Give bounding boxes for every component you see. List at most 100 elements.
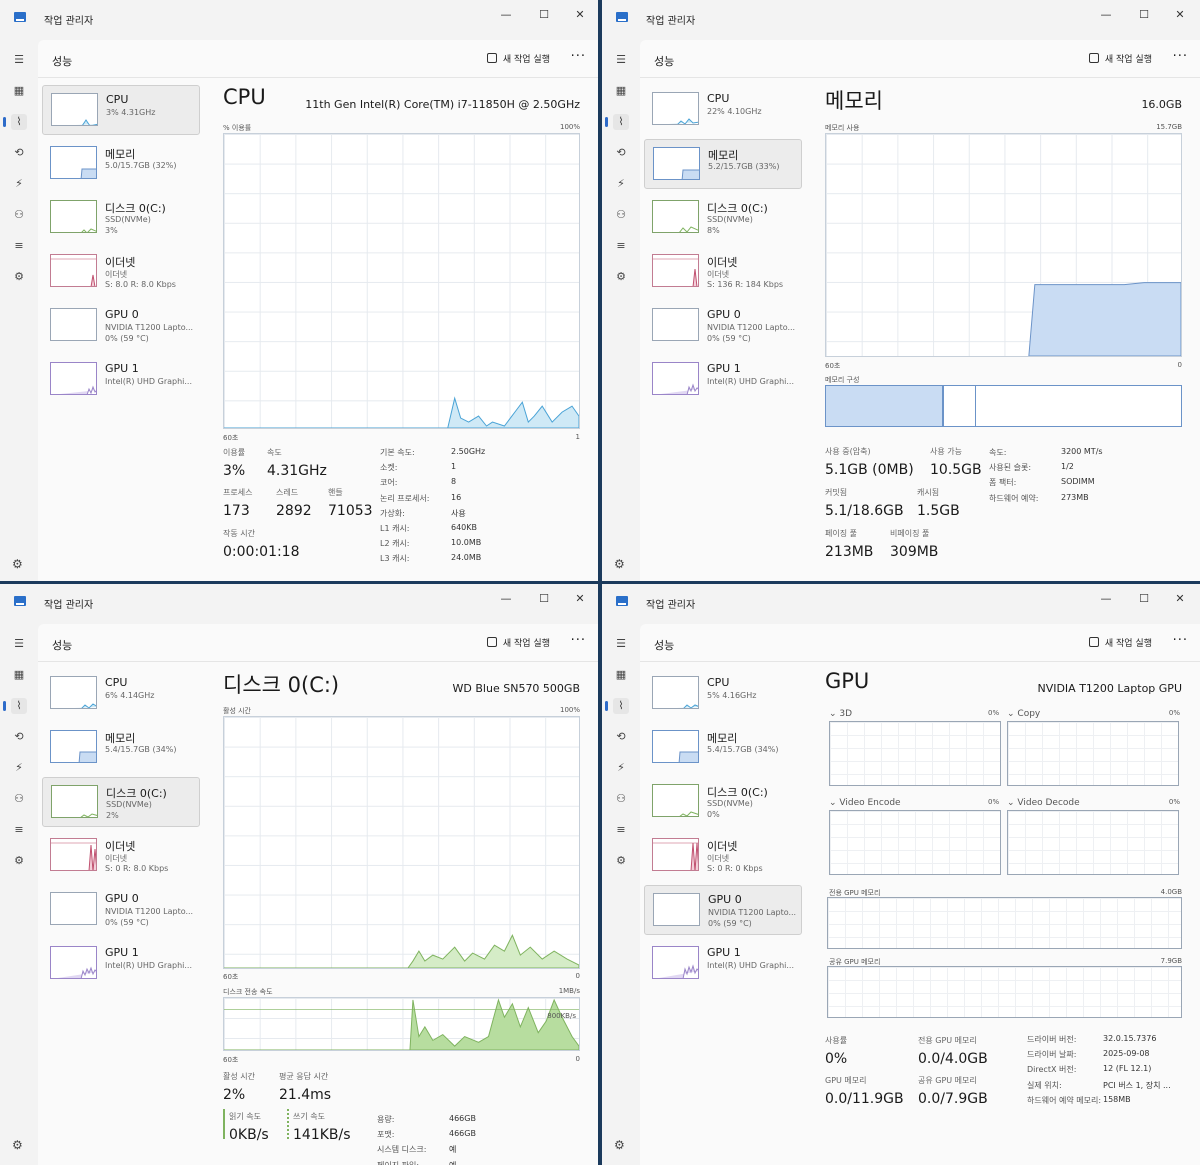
sidebar-item-disk[interactable]: 디스크 0(C:) SSD(NVMe) 8% xyxy=(644,193,802,243)
maximize-button[interactable]: ☐ xyxy=(1139,8,1149,21)
users-icon[interactable]: ⚇ xyxy=(616,792,626,805)
settings-icon[interactable]: ⚙ xyxy=(614,1138,625,1152)
close-button[interactable]: ✕ xyxy=(575,8,585,21)
maximize-button[interactable]: ☐ xyxy=(539,592,549,605)
run-new-task-button[interactable]: 새 작업 실행 xyxy=(1088,636,1152,649)
history-icon[interactable]: ⟲ xyxy=(616,730,626,743)
memory-thumbnail xyxy=(50,146,97,179)
sidebar-item-ethernet[interactable]: 이더넷 이더넷 S: 136 R: 184 Kbps xyxy=(644,247,802,297)
startup-icon[interactable]: ⚡ xyxy=(617,177,625,190)
dedicated-memory-max: 4.0GB xyxy=(1160,888,1182,896)
more-options-button[interactable]: ··· xyxy=(1172,633,1188,648)
performance-icon[interactable]: ⌇ xyxy=(605,698,629,714)
maximize-button[interactable]: ☐ xyxy=(539,8,549,21)
close-button[interactable]: ✕ xyxy=(575,592,585,605)
processes-icon[interactable]: ▦ xyxy=(615,84,627,97)
minimize-button[interactable]: — xyxy=(500,8,512,21)
performance-icon[interactable]: ⌇ xyxy=(605,114,629,130)
sidebar-item-disk[interactable]: 디스크 0(C:) SSD(NVMe) 0% xyxy=(644,777,802,827)
services-icon[interactable]: ⚙ xyxy=(14,854,24,867)
sidebar-item-gpu0[interactable]: GPU 0 NVIDIA T1200 Lapto... 0% (59 °C) xyxy=(644,885,802,935)
services-icon[interactable]: ⚙ xyxy=(14,270,24,283)
non-paged-pool-value: 309MB xyxy=(890,544,939,560)
sidebar-item-gpu0[interactable]: GPU 0 NVIDIA T1200 Lapto... 0% (59 °C) xyxy=(42,885,200,935)
sidebar-item-cpu[interactable]: CPU 22% 4.10GHz xyxy=(644,85,802,135)
sidebar-item-memory[interactable]: 메모리 5.0/15.7GB (32%) xyxy=(42,139,200,189)
details-icon[interactable]: ≡ xyxy=(14,823,24,836)
run-new-task-button[interactable]: 새 작업 실행 xyxy=(486,52,550,65)
more-options-button[interactable]: ··· xyxy=(570,49,586,64)
settings-icon[interactable]: ⚙ xyxy=(12,1138,23,1152)
sidebar-item-gpu0[interactable]: GPU 0 NVIDIA T1200 Lapto... 0% (59 °C) xyxy=(42,301,200,351)
startup-icon[interactable]: ⚡ xyxy=(617,761,625,774)
sidebar-item-memory[interactable]: 메모리 5.4/15.7GB (34%) xyxy=(42,723,200,773)
minimize-button[interactable]: — xyxy=(1100,592,1112,605)
engine-video-encode-label[interactable]: ⌄ Video Encode xyxy=(829,798,901,808)
startup-icon[interactable]: ⚡ xyxy=(15,177,23,190)
sidebar-item-disk[interactable]: 디스크 0(C:) SSD(NVMe) 2% xyxy=(42,777,200,827)
stat-label: 공유 GPU 메모리 xyxy=(918,1076,977,1085)
services-icon[interactable]: ⚙ xyxy=(616,854,626,867)
history-icon[interactable]: ⟲ xyxy=(616,146,626,159)
services-icon[interactable]: ⚙ xyxy=(616,270,626,283)
details-icon[interactable]: ≡ xyxy=(616,239,626,252)
details-icon[interactable]: ≡ xyxy=(14,239,24,252)
sidebar-item-gpu1[interactable]: GPU 1 Intel(R) UHD Graphi... xyxy=(644,939,802,989)
engine-copy-graph xyxy=(1007,721,1179,786)
run-new-task-button[interactable]: 새 작업 실행 xyxy=(1088,52,1152,65)
processes-icon[interactable]: ▦ xyxy=(13,668,25,681)
shared-memory-value: 0.0/7.9GB xyxy=(918,1091,988,1107)
dedicated-memory-graph xyxy=(827,897,1182,949)
run-new-task-button[interactable]: 새 작업 실행 xyxy=(486,636,550,649)
sidebar-item-gpu0[interactable]: GPU 0 NVIDIA T1200 Lapto... 0% (59 °C) xyxy=(644,301,802,351)
users-icon[interactable]: ⚇ xyxy=(14,792,24,805)
sidebar-item-memory[interactable]: 메모리 5.4/15.7GB (34%) xyxy=(644,723,802,773)
users-icon[interactable]: ⚇ xyxy=(14,208,24,221)
performance-icon[interactable]: ⌇ xyxy=(3,114,27,130)
sidebar-item-cpu[interactable]: CPU 6% 4.14GHz xyxy=(42,669,200,719)
sidebar-item-ethernet[interactable]: 이더넷 이더넷 S: 0 R: 0 Kbps xyxy=(644,831,802,881)
minimize-button[interactable]: — xyxy=(500,592,512,605)
more-options-button[interactable]: ··· xyxy=(1172,49,1188,64)
history-icon[interactable]: ⟲ xyxy=(14,730,24,743)
maximize-button[interactable]: ☐ xyxy=(1139,592,1149,605)
menu-icon[interactable]: ☰ xyxy=(14,53,24,66)
cpu-model: 11th Gen Intel(R) Core(TM) i7-11850H @ 2… xyxy=(305,98,580,111)
detail-title: 디스크 0(C:) xyxy=(223,673,340,697)
performance-icon[interactable]: ⌇ xyxy=(3,698,27,714)
sidebar-item-ethernet[interactable]: 이더넷 이더넷 S: 8.0 R: 8.0 Kbps xyxy=(42,247,200,297)
resource-list: CPU 6% 4.14GHz 메모리 5.4/15.7GB (34%) 디스크 0(… xyxy=(42,669,200,993)
history-icon[interactable]: ⟲ xyxy=(14,146,24,159)
processes-icon[interactable]: ▦ xyxy=(13,84,25,97)
menu-icon[interactable]: ☰ xyxy=(616,637,626,650)
menu-icon[interactable]: ☰ xyxy=(616,53,626,66)
sidebar-item-disk[interactable]: 디스크 0(C:) SSD(NVMe) 3% xyxy=(42,193,200,243)
x-axis-left: 60초 xyxy=(825,362,841,370)
minimize-button[interactable]: — xyxy=(1100,8,1112,21)
property-value: 2.50GHz xyxy=(451,447,486,456)
memory-composition-bar xyxy=(825,385,1182,427)
users-icon[interactable]: ⚇ xyxy=(616,208,626,221)
settings-icon[interactable]: ⚙ xyxy=(614,557,625,571)
close-button[interactable]: ✕ xyxy=(1175,8,1185,21)
engine-copy-label[interactable]: ⌄ Copy xyxy=(1007,709,1041,719)
menu-icon[interactable]: ☰ xyxy=(14,637,24,650)
sidebar-item-gpu1[interactable]: GPU 1 Intel(R) UHD Graphi... xyxy=(42,355,200,405)
sidebar-item-memory[interactable]: 메모리 5.2/15.7GB (33%) xyxy=(644,139,802,189)
property-label: 페이지 파일: xyxy=(377,1160,419,1165)
disk-thumbnail xyxy=(51,785,98,818)
processes-icon[interactable]: ▦ xyxy=(615,668,627,681)
details-icon[interactable]: ≡ xyxy=(616,823,626,836)
transfer-rate-mid-label: 800KB/s xyxy=(547,1012,576,1020)
engine-3d-label[interactable]: ⌄ 3D xyxy=(829,709,853,719)
engine-video-decode-label[interactable]: ⌄ Video Decode xyxy=(1007,798,1080,808)
sidebar-item-gpu1[interactable]: GPU 1 Intel(R) UHD Graphi... xyxy=(42,939,200,989)
sidebar-item-gpu1[interactable]: GPU 1 Intel(R) UHD Graphi... xyxy=(644,355,802,405)
sidebar-item-ethernet[interactable]: 이더넷 이더넷 S: 0 R: 8.0 Kbps xyxy=(42,831,200,881)
sidebar-item-cpu[interactable]: CPU 3% 4.31GHz xyxy=(42,85,200,135)
sidebar-item-cpu[interactable]: CPU 5% 4.16GHz xyxy=(644,669,802,719)
close-button[interactable]: ✕ xyxy=(1175,592,1185,605)
more-options-button[interactable]: ··· xyxy=(570,633,586,648)
settings-icon[interactable]: ⚙ xyxy=(12,557,23,571)
startup-icon[interactable]: ⚡ xyxy=(15,761,23,774)
